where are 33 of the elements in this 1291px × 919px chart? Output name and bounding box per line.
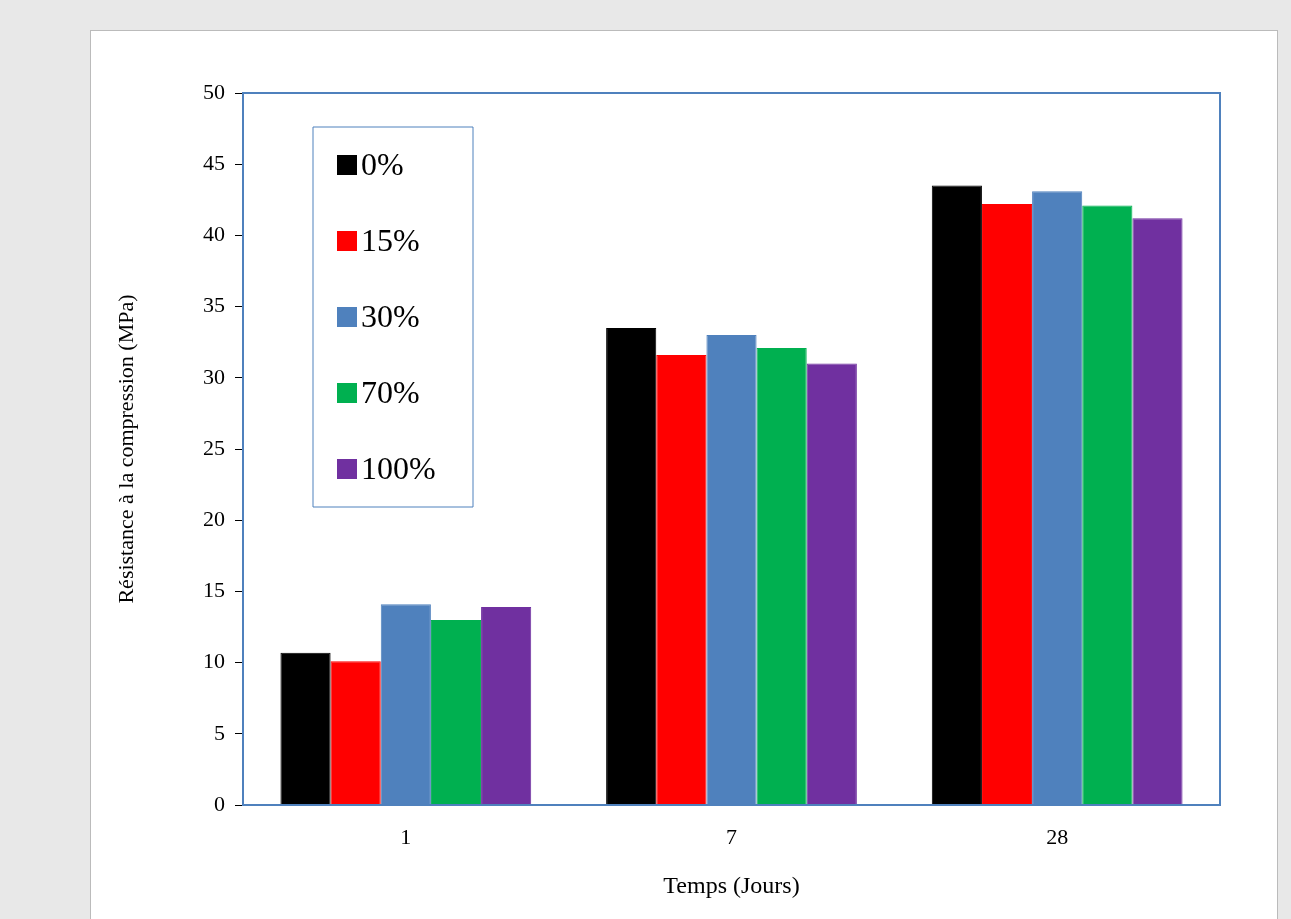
y-tick-label: 50: [203, 78, 225, 104]
bar: [931, 185, 982, 805]
bar: [330, 661, 381, 805]
x-tick-label: 7: [726, 823, 737, 849]
y-tick-label: 25: [203, 434, 225, 460]
bar: [430, 619, 482, 805]
y-tick-label: 5: [214, 719, 225, 745]
y-tick-label: 40: [203, 221, 225, 247]
bar: [806, 363, 857, 805]
legend-label: 100%: [361, 450, 436, 487]
bar: [981, 204, 1033, 805]
x-axis-title: Temps (Jours): [663, 871, 800, 898]
bar: [1132, 218, 1183, 805]
y-tick-label: 15: [203, 577, 225, 603]
bar: [606, 327, 657, 805]
y-tick-label: 45: [203, 149, 225, 175]
legend-label: 0%: [361, 146, 404, 183]
bar: [656, 355, 707, 805]
bar: [756, 347, 807, 805]
y-tick-label: 0: [214, 790, 225, 816]
x-tick-label: 28: [1046, 823, 1069, 849]
legend-label: 30%: [361, 298, 420, 335]
y-tick-label: 35: [203, 292, 225, 318]
y-axis-title: Résistance à la compression (MPa): [112, 294, 138, 604]
legend-label: 15%: [361, 222, 420, 259]
y-tick-label: 30: [203, 363, 225, 389]
bar: [1082, 205, 1133, 805]
y-tick-label: 10: [203, 648, 225, 674]
bar: [481, 607, 532, 805]
x-tick-label: 1: [400, 823, 412, 849]
y-tick-label: 20: [203, 505, 225, 531]
legend-label: 70%: [361, 374, 420, 411]
bar: [280, 652, 331, 805]
